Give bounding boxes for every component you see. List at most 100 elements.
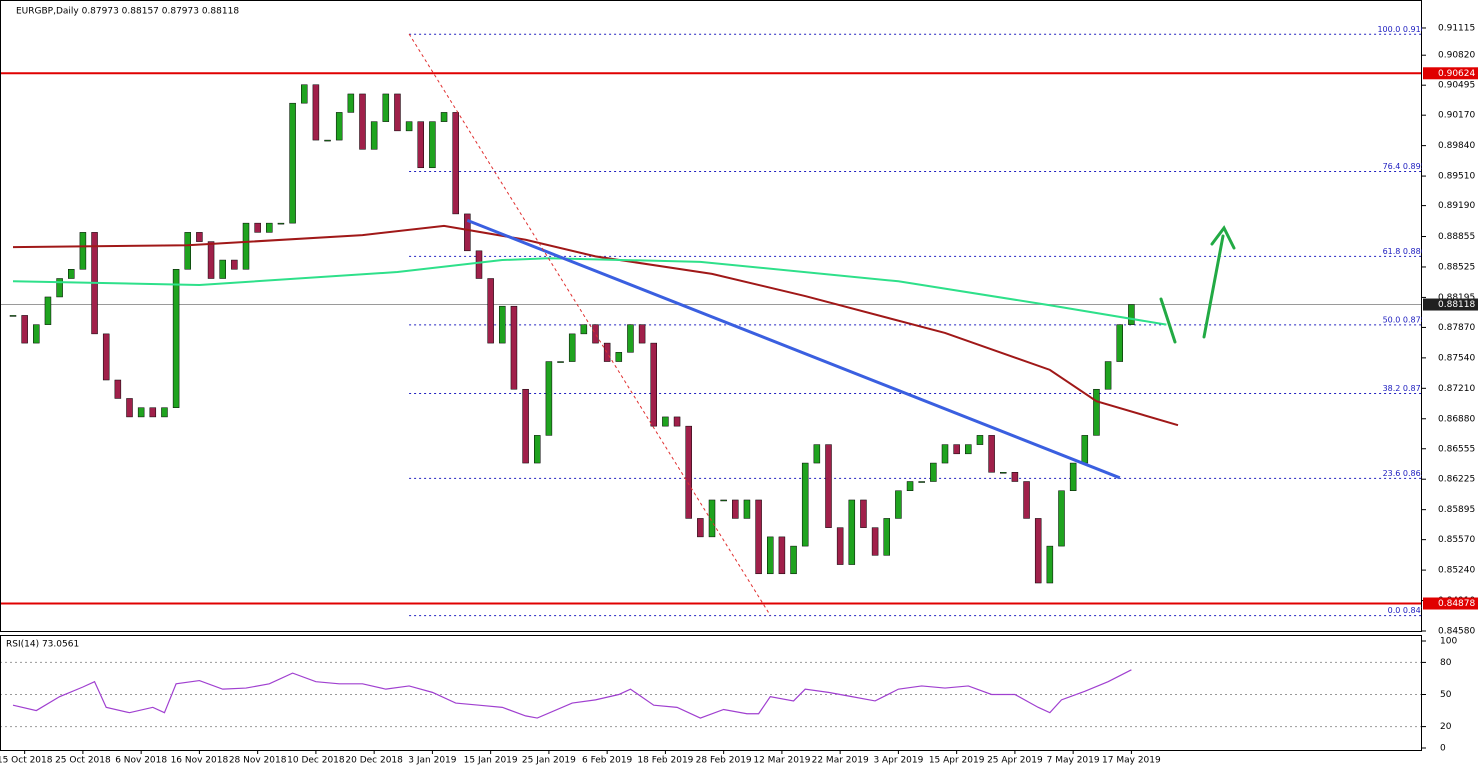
fib-label: 23.6 0.86234 xyxy=(1383,469,1436,478)
y-tick-label: 0.89840 xyxy=(1438,141,1475,151)
x-tick-label: 6 Feb 2019 xyxy=(582,756,633,766)
x-tick-label: 25 Jan 2019 xyxy=(522,756,576,766)
y-tick-label: 0.90170 xyxy=(1438,111,1475,121)
y-tick-label: 0.84580 xyxy=(1438,627,1475,637)
x-tick-label: 15 Jan 2019 xyxy=(464,756,518,766)
price-panel xyxy=(0,0,1422,632)
candle xyxy=(673,416,681,427)
rsi-panel xyxy=(0,635,1422,751)
level-label: 0.84878 xyxy=(1438,599,1475,609)
candle xyxy=(487,278,494,344)
candle xyxy=(708,499,716,538)
y-tick-label: 0.87540 xyxy=(1438,353,1475,363)
x-tick-label: 7 May 2019 xyxy=(1047,756,1100,766)
x-tick-label: 22 Mar 2019 xyxy=(812,756,869,766)
arrow-stem xyxy=(1159,297,1177,344)
candle xyxy=(930,462,937,482)
candle xyxy=(883,518,890,556)
candle xyxy=(499,305,506,344)
candle xyxy=(615,352,623,362)
x-tick-label: 28 Feb 2019 xyxy=(696,756,752,766)
candle xyxy=(848,499,856,565)
fib-label: 76.4 0.89560 xyxy=(1383,162,1436,171)
candle xyxy=(557,361,564,363)
rsi-plot xyxy=(1,661,1421,728)
y-tick-label: 0.85240 xyxy=(1438,566,1475,576)
candle xyxy=(149,407,157,418)
candle xyxy=(1116,324,1123,362)
candle xyxy=(685,425,692,519)
candle xyxy=(347,93,355,113)
candle xyxy=(580,324,588,335)
candle xyxy=(56,278,63,298)
y-tick-label: 0.88855 xyxy=(1438,232,1475,242)
candle xyxy=(860,499,867,528)
candle xyxy=(778,536,786,575)
candle xyxy=(452,112,459,215)
candle xyxy=(592,324,599,344)
x-tick-label: 3 Jan 2019 xyxy=(408,756,456,766)
x-tick-label: 12 Mar 2019 xyxy=(753,756,810,766)
candle xyxy=(359,93,366,150)
candle xyxy=(825,444,832,528)
candle xyxy=(743,499,751,519)
candle xyxy=(918,481,925,483)
x-tick-label: 20 Dec 2018 xyxy=(345,756,403,766)
fib-label: 61.8 0.88640 xyxy=(1383,247,1436,256)
y-tick-label: 0.91115 xyxy=(1438,23,1475,33)
y-tick-label: 0.86555 xyxy=(1438,444,1475,454)
arrows xyxy=(1159,225,1236,344)
y-tick-label: 0.86225 xyxy=(1438,475,1475,485)
candle xyxy=(836,527,844,565)
candle xyxy=(126,398,133,418)
x-tick-label: 3 Apr 2019 xyxy=(873,756,923,766)
candle xyxy=(988,435,995,473)
last-price-box xyxy=(1423,298,1478,311)
candle xyxy=(871,527,879,556)
fib-label: 0.0 0.84747 xyxy=(1388,606,1436,615)
candle xyxy=(382,93,390,122)
candle xyxy=(534,435,541,464)
level-box xyxy=(1423,67,1478,80)
candle xyxy=(301,84,308,104)
rsi-tick-label: 20 xyxy=(1440,722,1452,732)
candle xyxy=(545,361,553,436)
y-tick-label: 0.90495 xyxy=(1438,81,1475,91)
candle xyxy=(137,407,145,418)
candle xyxy=(627,324,634,353)
x-tick-label: 16 Nov 2018 xyxy=(171,756,229,766)
candle xyxy=(79,232,87,270)
candle xyxy=(510,305,518,390)
y-tick-label: 0.88195 xyxy=(1438,293,1475,303)
candle xyxy=(522,388,529,464)
candle xyxy=(906,481,914,491)
y-tick-label: 0.85570 xyxy=(1438,535,1475,545)
candle xyxy=(207,241,215,279)
y-tick-label: 0.89190 xyxy=(1438,201,1475,211)
overlay-line xyxy=(466,218,1121,480)
candle xyxy=(172,269,180,408)
candle xyxy=(650,342,657,427)
x-tick-label: 25 Apr 2019 xyxy=(987,756,1043,766)
candle xyxy=(953,444,960,455)
candle xyxy=(1128,304,1135,325)
y-tick-label: 0.88525 xyxy=(1438,262,1475,272)
candle xyxy=(1058,490,1065,547)
y-tick-label: 0.90820 xyxy=(1438,51,1475,61)
candle xyxy=(184,232,191,270)
candle xyxy=(1034,518,1042,584)
candle xyxy=(801,462,809,547)
candle xyxy=(231,259,238,270)
candle xyxy=(1011,472,1019,482)
fib-label: 50.0 0.87897 xyxy=(1383,315,1436,324)
candle xyxy=(417,121,424,169)
overlay-line xyxy=(408,33,771,616)
y-tick-label: 0.87210 xyxy=(1438,384,1475,394)
candle xyxy=(254,222,261,233)
axes: 0.91115 0.90820 0.90495 0.90170 0.89840 0.895… xyxy=(0,23,1478,766)
chart-title: EURGBP,Daily 0.87973 0.88157 0.87973 0.8… xyxy=(16,7,239,17)
candle xyxy=(1046,545,1054,584)
candle xyxy=(114,379,122,399)
candle xyxy=(21,315,28,344)
